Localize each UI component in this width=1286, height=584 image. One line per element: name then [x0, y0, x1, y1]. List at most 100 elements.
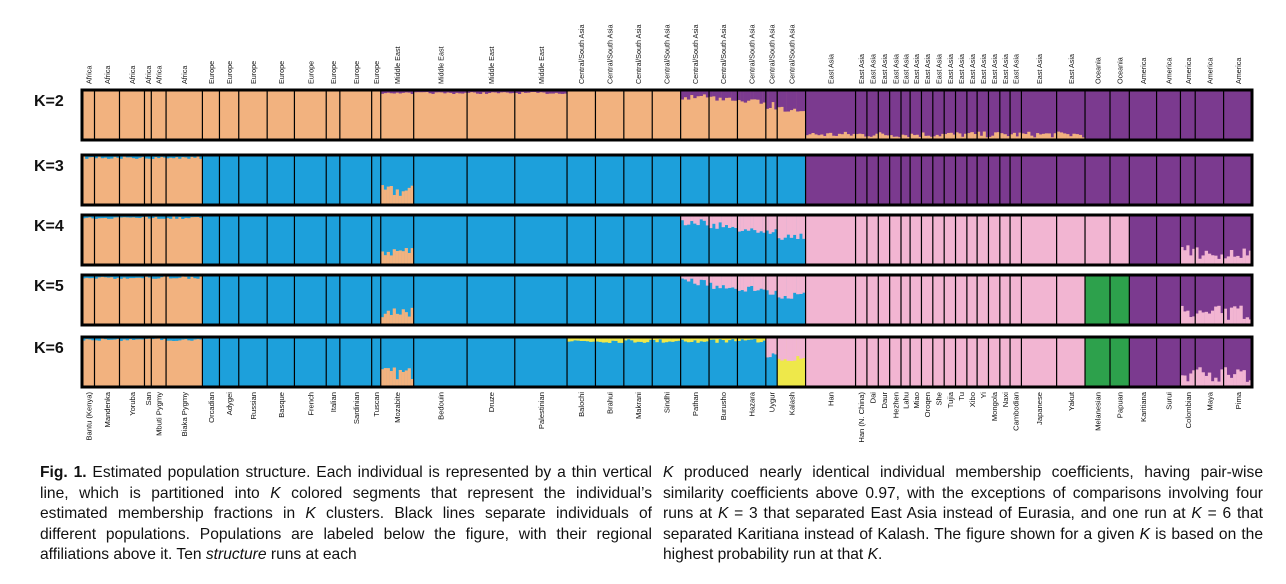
admixture-segment: [608, 337, 612, 343]
population-bar: [238, 337, 268, 387]
population-bar: [977, 215, 989, 265]
admixture-segment: [765, 337, 769, 358]
admixture-segment: [1207, 253, 1212, 266]
admixture-segment: [671, 337, 675, 342]
admixture-segment: [169, 215, 173, 219]
population-label: Sindhi: [662, 392, 671, 413]
admixture-segment: [476, 90, 480, 94]
region-label: East Asia: [1001, 54, 1010, 84]
admixture-segment: [737, 275, 741, 291]
population-bar: [166, 337, 203, 387]
admixture-segment: [1245, 381, 1250, 387]
admixture-segment: [674, 337, 678, 342]
admixture-segment: [759, 90, 763, 104]
admixture-segment: [407, 252, 411, 265]
region-label: Europe: [207, 61, 216, 84]
region-label: East Asia: [912, 54, 921, 84]
admixture-segment: [724, 275, 729, 289]
admixture-segment: [705, 215, 710, 226]
admixture-segment: [380, 369, 384, 388]
admixture-segment: [389, 370, 393, 387]
population-bar: [889, 90, 902, 140]
population-bar: [932, 215, 945, 265]
admixture-segment: [832, 135, 836, 140]
admixture-segment: [131, 275, 136, 279]
admixture-segment: [961, 136, 965, 140]
admixture-segment: [771, 215, 775, 233]
population-bar: [238, 90, 268, 140]
admixture-segment: [1239, 305, 1243, 326]
admixture-segment: [777, 275, 781, 298]
admixture-segment: [404, 248, 408, 265]
k-label: K=6: [34, 340, 64, 357]
population-bar: [1156, 90, 1181, 140]
admixture-segment: [1059, 132, 1064, 140]
population-bar: [652, 215, 681, 265]
admixture-segment: [598, 337, 602, 342]
admixture-segment: [724, 215, 729, 226]
population-bar: [1085, 275, 1111, 325]
population-bar: [144, 155, 152, 205]
admixture-segment: [774, 275, 778, 291]
population-bar: [294, 215, 327, 265]
population-bar: [1010, 215, 1022, 265]
population-label: Cambodian: [1012, 392, 1021, 431]
structure-figure: K=2 K=3 K=4 K=5 K=6 Africa Bantu (Kenya) Africa…: [34, 24, 1254, 443]
region-label: America: [1234, 58, 1243, 84]
population-bar: [219, 215, 240, 265]
population-bar: [1110, 90, 1130, 140]
population-label: Han: [827, 392, 836, 406]
population-bar: [765, 155, 778, 205]
admixture-segment: [912, 135, 916, 140]
admixture-segment: [737, 337, 741, 341]
population-bar: [966, 155, 978, 205]
population-bar: [777, 155, 806, 205]
population-label: Pathan: [691, 392, 700, 416]
region-label: Oceania: [1116, 57, 1125, 84]
population-bar: [514, 337, 568, 387]
admixture-segment: [1239, 371, 1243, 388]
admixture-segment: [727, 275, 732, 288]
admixture-segment: [756, 90, 760, 100]
admixture-segment: [705, 90, 710, 98]
admixture-segment: [154, 275, 158, 279]
admixture-segment: [1036, 133, 1040, 141]
population-bar: [339, 215, 372, 265]
population-bar: [119, 215, 145, 265]
admixture-segment: [380, 90, 384, 94]
population-bar: [413, 155, 468, 205]
admixture-segment: [988, 136, 992, 141]
population-bar: [901, 90, 911, 140]
region-label: Europe: [277, 61, 286, 84]
caption-k: K: [717, 505, 729, 522]
population-bar: [1056, 155, 1086, 205]
admixture-segment: [817, 135, 821, 140]
admixture-segment: [686, 90, 691, 100]
admixture-segment: [947, 132, 951, 140]
admixture-segment: [94, 215, 98, 219]
admixture-segment: [100, 155, 105, 159]
admixture-segment: [683, 215, 688, 226]
population-bar: [82, 337, 95, 387]
admixture-segment: [872, 135, 876, 140]
population-bar: [955, 215, 968, 265]
admixture-segment: [1198, 310, 1202, 326]
population-bar: [202, 90, 220, 140]
population-bar: [1056, 275, 1086, 325]
admixture-segment: [576, 337, 580, 341]
admixture-segment: [994, 132, 998, 141]
admixture-segment: [1223, 258, 1227, 265]
population-label: Papuan: [1116, 392, 1125, 418]
admixture-segment: [395, 379, 399, 388]
admixture-segment: [690, 90, 694, 96]
admixture-segment: [125, 337, 130, 341]
population-bar: [966, 90, 978, 140]
population-bar: [166, 215, 203, 265]
population-bar: [901, 215, 911, 265]
population-bar: [119, 90, 145, 140]
admixture-segment: [677, 337, 681, 341]
population-label: Brahui: [606, 392, 615, 414]
admixture-segment: [548, 90, 552, 94]
population-bar: [294, 90, 327, 140]
admixture-segment: [777, 215, 781, 239]
